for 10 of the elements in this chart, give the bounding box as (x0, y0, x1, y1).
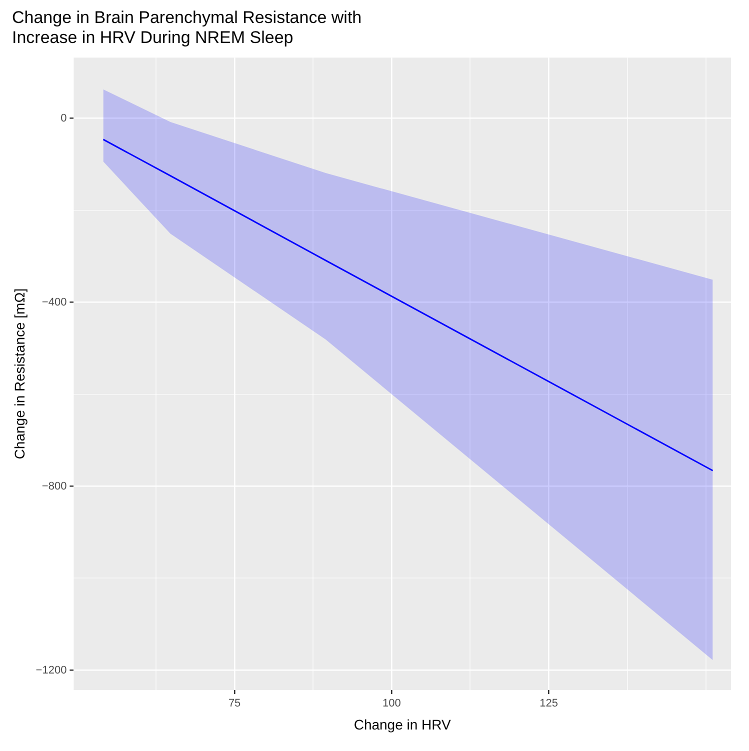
y-tick-label: −1200 (36, 664, 67, 676)
y-axis-title: Change in Resistance [mΩ] (11, 288, 28, 460)
y-tick-label: −400 (42, 296, 67, 308)
x-tick-label: 125 (540, 698, 558, 710)
y-tick-label: 0 (60, 112, 67, 124)
x-axis-title: Change in HRV (354, 716, 452, 732)
x-tick-label: 100 (382, 698, 401, 710)
x-tick-label: 75 (228, 698, 241, 710)
y-tick-label: −800 (42, 480, 67, 492)
chart-title: Change in Brain Parenchymal Resistance with Increase in HRV During NREM Sleep (11, 8, 363, 48)
